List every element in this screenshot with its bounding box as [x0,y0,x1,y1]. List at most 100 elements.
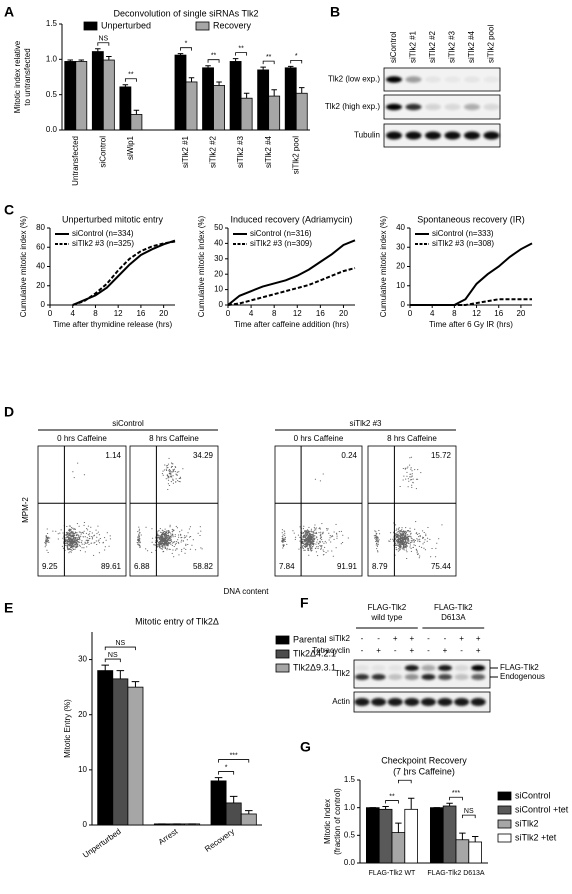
bar [455,839,470,864]
bar [257,69,270,131]
lane-label: siControl [389,31,398,63]
condition-label: Tetracyclin [312,646,350,655]
blot-band [483,103,500,111]
lane-label: siTlk2 #2 [428,30,437,63]
line-series [72,239,176,306]
x-tick-label: siWip1 [126,135,135,160]
y-axis-label: Cumulative mitotic index (%) [379,215,388,317]
y-tick-label: 1.0 [344,803,356,812]
x-tick-label: 4 [430,309,435,318]
significance-bracket [449,796,463,801]
y-tick-label: 60 [36,242,45,251]
bar [468,841,482,864]
plot-frame [37,445,127,577]
chart-title: Induced recovery (Adriamycin) [230,214,352,224]
blot-band [437,698,453,706]
legend-swatch [275,635,290,645]
condition-sign: + [476,646,481,655]
flow-dots [136,457,203,558]
blot-band [355,674,369,680]
x-tick-label: siTlk2 #1 [181,135,190,168]
condition-sign: - [427,646,430,655]
y-tick-label: 30 [396,242,405,251]
line-series [227,239,356,306]
line-series [410,242,533,306]
bar [442,805,457,864]
quadrant-value: 91.91 [337,562,358,571]
blot-band [405,131,422,140]
blot-band [405,103,422,111]
error-bar [232,58,239,62]
significance-label: ** [238,45,244,52]
y-tick-label: 0.0 [46,125,58,134]
x-tick-label: 8 [272,309,277,318]
blot-band [438,674,452,680]
legend-label: Tlk2Δ9.3.1 [293,662,336,672]
y-tick-label: 0 [219,300,224,309]
bar [429,807,444,864]
group-label: siTlk2 #3 [349,419,382,428]
x-tick-label: 20 [516,309,525,318]
bar [75,61,88,131]
panel-label: F [300,595,309,611]
significance-label: NS [98,36,108,43]
y-tick-label: 1.5 [344,775,356,784]
x-tick-label: 16 [494,309,503,318]
significance-bracket [385,800,399,804]
y-tick-label: 30 [214,254,223,263]
blot-band [371,674,386,680]
x-tick-label: 0 [226,309,231,318]
blot-band [454,665,469,671]
blot-band [454,674,469,680]
quadrant-value: 1.14 [105,451,121,460]
blot-band [386,103,402,111]
y-tick-label: 0.0 [344,858,356,867]
blot-band [371,698,387,706]
condition-sign: - [377,634,380,643]
bar [284,67,297,131]
lane-label: siTlk2 #4 [467,30,476,63]
blot-band [454,698,470,706]
error-bar [245,810,253,814]
bar [102,59,115,131]
x-tick-label: siTlk2 #2 [209,135,218,168]
x-tick-label: 12 [293,309,302,318]
y-axis-label: to untransfected [23,48,32,105]
significance-bracket [398,779,412,784]
condition-sign: + [393,634,398,643]
legend-label: siControl (n=334) [72,229,134,238]
significance-bracket [218,759,250,763]
blot-band [471,674,486,680]
legend-label: siControl +tet [515,804,569,814]
bar [130,114,143,131]
y-tick-label: 10 [214,285,223,294]
bar [240,813,257,826]
condition-sign: + [409,634,414,643]
significance-label: ** [266,54,272,61]
blot-band [425,131,441,140]
x-tick-label: FLAG-Tlk2 WT [369,870,416,877]
chart-title: Unperturbed mitotic entry [62,214,164,224]
y-tick-label: 0 [401,300,406,309]
error-bar [101,664,109,671]
y-tick-label: 40 [36,262,45,271]
y-tick-label: 0.5 [344,830,356,839]
quadrant-value: 8.79 [372,562,388,571]
chart-title: Deconvolution of single siRNAs Tlk2 [114,8,259,18]
blot-band [388,665,403,671]
y-tick-label: 1.0 [46,54,58,63]
x-tick-label: siTlk2 #3 [236,135,245,168]
panel-label: D [4,404,14,420]
blot-band [421,665,436,671]
quadrant-value: 75.44 [431,562,452,571]
lane-label: siTlk2 pool [487,25,496,63]
bar [404,808,418,864]
legend-label: siControl (n=333) [432,229,494,238]
group-label: FLAG-Tlk2 [368,603,407,612]
legend-label: siTlk2 [515,818,539,828]
y-tick-label: 0 [83,820,88,829]
y-tick-label: 0 [41,300,46,309]
bar [97,670,114,826]
plot-frame [129,445,219,577]
bar [210,780,227,826]
